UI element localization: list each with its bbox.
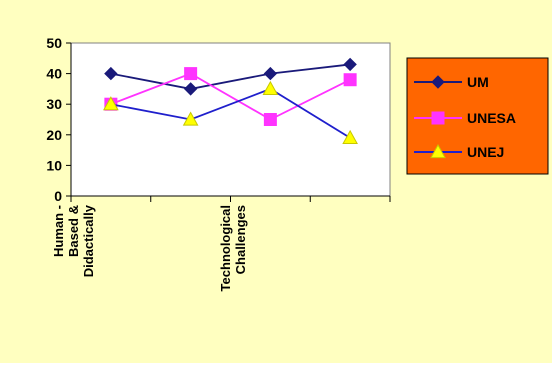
legend-marker-unesa	[431, 111, 445, 125]
data-point-um	[104, 66, 118, 81]
legend: UM UNESA UNEJ	[406, 57, 549, 175]
y-tick-label: 20	[46, 127, 62, 143]
y-axis: 0 10 20 30 40 50	[46, 35, 72, 204]
legend-label-um: UM	[467, 74, 489, 90]
series-um	[104, 57, 357, 96]
plot-area	[70, 42, 391, 197]
data-point-um	[343, 57, 357, 72]
x-tick-label-line: Challenges	[233, 205, 248, 274]
data-point-unej	[342, 129, 358, 144]
data-point-unej	[103, 96, 119, 111]
y-tick-label: 10	[46, 157, 62, 173]
data-point-um	[183, 82, 198, 96]
y-tick-label: 0	[54, 188, 62, 204]
x-axis	[70, 195, 391, 202]
data-point-unej	[182, 111, 199, 126]
y-tick-label: 50	[46, 35, 62, 51]
legend-label-unej: UNEJ	[467, 144, 504, 160]
x-tick-label-line: Human -	[51, 205, 66, 257]
data-point-unesa	[184, 67, 198, 81]
y-tick-label: 40	[46, 66, 62, 82]
x-tick-label-line: Technological	[218, 205, 233, 291]
data-point-unej	[262, 80, 279, 95]
series-line-unesa	[110, 72, 351, 121]
x-axis-labels: Human - Based & Didactically Technological C…	[51, 204, 248, 291]
x-tick-label: Technological Challenges	[218, 205, 248, 291]
y-tick-label: 30	[46, 96, 62, 112]
data-point-unesa	[263, 113, 277, 126]
data-point-um	[263, 66, 278, 81]
legend-marker-unej	[430, 143, 446, 159]
series-unesa	[104, 67, 357, 126]
legend-label-unesa: UNESA	[467, 110, 516, 126]
x-tick-label-line: Based &	[66, 205, 81, 257]
legend-marker-um	[431, 75, 445, 89]
data-point-unesa	[343, 73, 357, 87]
series-layer	[103, 57, 358, 144]
x-tick-label-line: Didactically	[81, 204, 96, 277]
series-unej	[103, 80, 358, 144]
x-tick-label: Human - Based & Didactically	[51, 204, 96, 277]
series-line-um	[110, 63, 351, 90]
series-line-unej	[110, 87, 351, 139]
legend-box	[406, 57, 549, 175]
